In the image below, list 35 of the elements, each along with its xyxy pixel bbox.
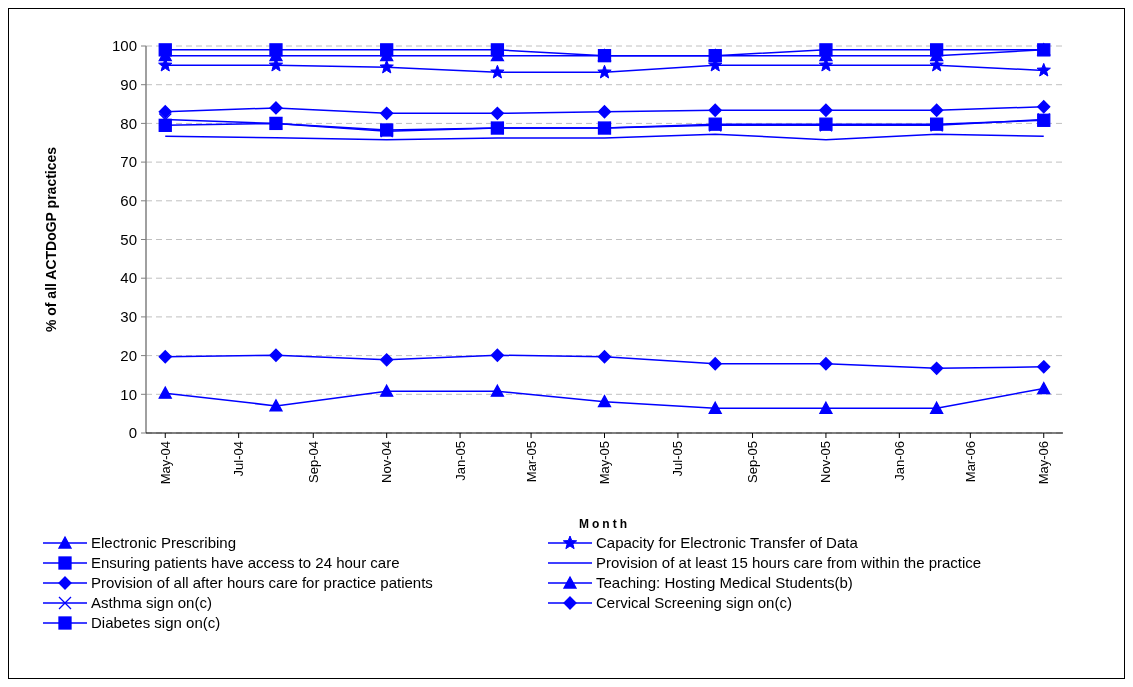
x-tick-label: Jan-06 [891,441,907,481]
y-tick-label: 0 [128,424,137,442]
x-tick-label: Mar-05 [523,441,539,483]
legend-label: Capacity for Electronic Transfer of Data [596,534,859,552]
y-tick-label: 70 [120,153,137,171]
x-tick-label: Jan-05 [452,441,468,481]
y-tick-label: 40 [120,269,137,287]
x-tick-label: Nov-05 [818,441,834,483]
x-tick-label: Sep-05 [745,441,761,483]
x-tick-label: May-05 [597,441,613,485]
legend-label: Teaching: Hosting Medical Students(b) [596,574,853,592]
x-tick-label: May-06 [1036,441,1052,485]
y-tick-label: 90 [120,75,137,93]
y-tick-label: 100 [111,37,137,55]
legend-label: Electronic Prescribing [91,534,237,552]
y-tick-label: 60 [120,192,137,210]
y-tick-label: 30 [120,308,137,326]
legend-label: Provision of at least 15 hours care from within the practice [596,554,982,572]
y-axis-title: % of all ACTDoGP practices [43,146,59,333]
y-tick-label: 80 [120,114,137,132]
x-tick-label: Jul-04 [231,441,247,477]
x-tick-label: Jul-05 [670,441,686,477]
y-tick-label: 20 [120,346,137,364]
legend-label: Cervical Screening sign on(c) [596,594,792,612]
legend-label: Diabetes sign on(c) [91,614,221,632]
x-tick-label: Mar-06 [962,441,978,483]
legend-label: Asthma sign on(c) [91,594,212,612]
x-axis-title: Month [579,517,630,531]
legend-label: Provision of all after hours care for practice patients [91,574,433,592]
y-tick-label: 50 [120,230,137,248]
x-tick-label: Nov-04 [379,441,395,483]
x-tick-label: May-04 [157,441,173,485]
x-tick-label: Sep-04 [305,441,321,483]
legend-label: Ensuring patients have access to 24 hour care [91,554,400,572]
y-tick-label: 10 [120,385,137,403]
